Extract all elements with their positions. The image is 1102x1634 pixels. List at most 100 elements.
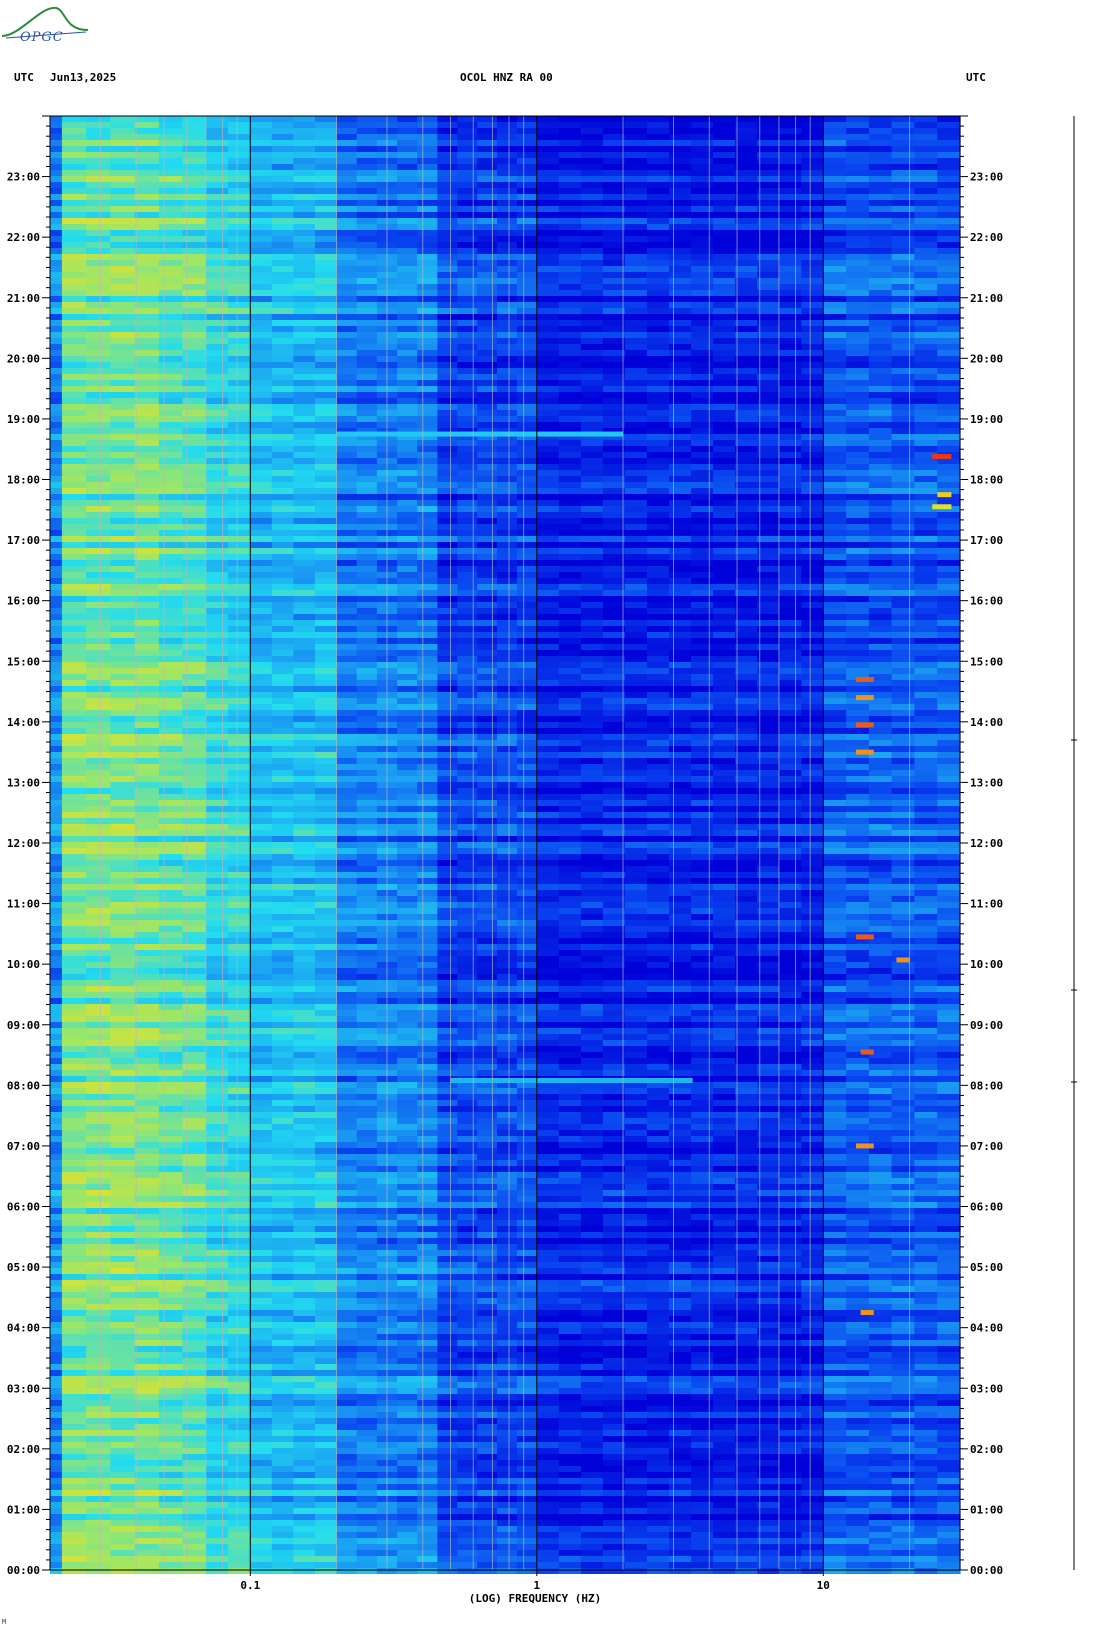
spectrogram-cell xyxy=(228,284,251,290)
spectrogram-cell xyxy=(516,404,538,410)
spectrogram-cell xyxy=(293,662,316,668)
spectrogram-cell xyxy=(914,530,938,536)
spectrogram-cell xyxy=(691,446,714,452)
spectrogram-cell xyxy=(356,116,378,122)
spectrogram-cell xyxy=(250,590,273,596)
spectrogram-cell xyxy=(228,548,251,554)
spectrogram-cell xyxy=(779,254,802,260)
spectrogram-cell xyxy=(914,560,938,566)
spectrogram-cell xyxy=(868,488,893,494)
spectrogram-cell xyxy=(134,386,160,392)
spectrogram-cell xyxy=(801,788,824,794)
spectrogram-cell xyxy=(61,350,87,356)
spectrogram-cell xyxy=(356,524,378,530)
spectrogram-cell xyxy=(602,440,626,446)
spectrogram-cell xyxy=(914,344,938,350)
spectrogram-cell xyxy=(158,410,183,416)
spectrogram-cell xyxy=(497,134,518,140)
spectrogram-cell xyxy=(735,680,758,686)
spectrogram-cell xyxy=(868,218,893,224)
spectrogram-cell xyxy=(250,182,273,188)
spectrogram-cell xyxy=(477,758,498,764)
spectrogram-cell xyxy=(250,302,273,308)
spectrogram-cell xyxy=(417,668,438,674)
spectrogram-cell xyxy=(580,656,604,662)
spectrogram-cell xyxy=(356,152,378,158)
spectrogram-cell xyxy=(293,476,316,482)
spectrogram-cell xyxy=(228,188,251,194)
spectrogram-cell xyxy=(205,224,229,230)
spectrogram-cell xyxy=(846,710,870,716)
spectrogram-cell xyxy=(182,620,207,626)
spectrogram-cell xyxy=(536,800,560,806)
spectrogram-cell xyxy=(86,356,111,362)
spectrogram-cell xyxy=(457,722,478,728)
spectrogram-cell xyxy=(158,350,183,356)
spectrogram-cell xyxy=(846,188,870,194)
spectrogram-cell xyxy=(669,254,692,260)
spectrogram-cell xyxy=(477,230,498,236)
spectrogram-cell xyxy=(516,386,538,392)
spectrogram-cell xyxy=(602,602,626,608)
spectrogram-cell xyxy=(580,626,604,632)
spectrogram-cell xyxy=(315,260,338,266)
spectrogram-cell xyxy=(205,158,229,164)
utc-label-left: UTC xyxy=(14,71,34,84)
spectrogram-cell xyxy=(669,686,692,692)
spectrogram-cell xyxy=(846,728,870,734)
spectrogram-cell xyxy=(336,416,358,422)
spectrogram-cell xyxy=(735,668,758,674)
spectrogram-cell xyxy=(757,800,780,806)
spectrogram-cell xyxy=(914,476,938,482)
spectrogram-cell xyxy=(315,278,338,284)
spectrogram-cell xyxy=(801,188,824,194)
spectrogram-cell xyxy=(477,344,498,350)
spectrogram-cell xyxy=(846,128,870,134)
spectrogram-cell xyxy=(336,626,358,632)
spectrogram-cell xyxy=(602,284,626,290)
spectrogram-cell xyxy=(779,410,802,416)
spectrogram-cell xyxy=(250,500,273,506)
spectrogram-cell xyxy=(891,500,915,506)
spectrogram-cell xyxy=(757,158,780,164)
spectrogram-cell xyxy=(713,734,736,740)
spectrogram-cell xyxy=(779,386,802,392)
spectrogram-cell xyxy=(713,386,736,392)
spectrogram-cell xyxy=(669,566,692,572)
spectrogram-cell xyxy=(735,716,758,722)
spectrogram-cell xyxy=(457,674,478,680)
spectrogram-cell xyxy=(417,650,438,656)
spectrogram-cell xyxy=(602,698,626,704)
spectrogram-cell xyxy=(86,656,111,662)
spectrogram-cell xyxy=(356,686,378,692)
spectrogram-cell xyxy=(497,422,518,428)
spectrogram-cell xyxy=(624,800,648,806)
spectrogram-cell xyxy=(134,416,160,422)
spectrogram-cell xyxy=(580,728,604,734)
spectrogram-cell xyxy=(457,218,478,224)
spectrogram-cell xyxy=(937,716,961,722)
spectrogram-cell xyxy=(182,806,207,812)
spectrogram-cell xyxy=(735,692,758,698)
spectrogram-cell xyxy=(457,290,478,296)
spectrogram-cell xyxy=(691,722,714,728)
spectrogram-cell xyxy=(158,320,183,326)
spectrogram-cell xyxy=(691,188,714,194)
spectrogram-cell xyxy=(801,308,824,314)
spectrogram-cell xyxy=(86,386,111,392)
spectrogram-cell xyxy=(250,338,273,344)
spectrogram-cell xyxy=(134,800,160,806)
spectrogram-cell xyxy=(250,326,273,332)
spectrogram-cell xyxy=(580,650,604,656)
spectrogram-cell xyxy=(914,398,938,404)
spectrogram-cell xyxy=(558,254,582,260)
spectrogram-cell xyxy=(669,218,692,224)
spectrogram-cell xyxy=(757,416,780,422)
spectrogram-cell xyxy=(336,170,358,176)
spectrogram-cell xyxy=(823,476,847,482)
spectrogram-cell xyxy=(937,116,961,122)
spectrogram-cell xyxy=(891,656,915,662)
spectrogram-cell xyxy=(868,356,893,362)
spectrogram-cell xyxy=(602,596,626,602)
spectrogram-cell xyxy=(735,440,758,446)
